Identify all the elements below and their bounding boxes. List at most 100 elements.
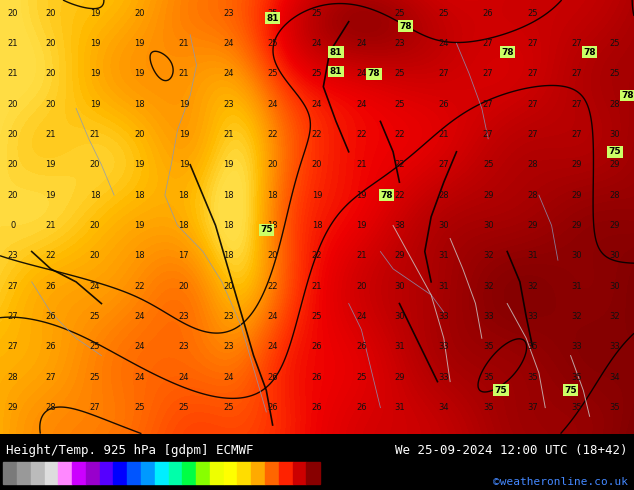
Text: 24: 24 [90, 282, 100, 291]
Text: 33: 33 [527, 312, 538, 321]
Text: 26: 26 [268, 403, 278, 412]
Text: 25: 25 [312, 8, 322, 18]
Text: 25: 25 [394, 8, 404, 18]
Text: 20: 20 [8, 160, 18, 169]
Text: 27: 27 [439, 160, 449, 169]
Text: 28: 28 [8, 373, 18, 382]
Text: 25: 25 [179, 403, 189, 412]
Text: 0: 0 [10, 221, 15, 230]
Text: 29: 29 [527, 221, 538, 230]
Text: 21: 21 [179, 39, 189, 48]
Text: 28: 28 [46, 403, 56, 412]
Text: 22: 22 [46, 251, 56, 260]
Text: 24: 24 [312, 39, 322, 48]
Text: 26: 26 [483, 8, 493, 18]
Text: 25: 25 [90, 312, 100, 321]
Bar [44, 462, 58, 484]
Text: 27: 27 [527, 69, 538, 78]
Text: 27: 27 [527, 39, 538, 48]
Text: 26: 26 [312, 373, 322, 382]
Text: 31: 31 [527, 251, 538, 260]
Text: 34: 34 [439, 403, 449, 412]
Bar [30, 462, 44, 484]
Text: 24: 24 [134, 373, 145, 382]
Text: 25: 25 [312, 69, 322, 78]
Text: 19: 19 [312, 191, 322, 199]
Text: 18: 18 [90, 191, 100, 199]
Text: 21: 21 [46, 221, 56, 230]
Text: 25: 25 [223, 403, 233, 412]
Text: 28: 28 [527, 191, 538, 199]
Text: 25: 25 [483, 160, 493, 169]
Bar [279, 462, 293, 484]
Text: 28: 28 [610, 191, 620, 199]
Text: 20: 20 [8, 8, 18, 18]
Text: 24: 24 [268, 312, 278, 321]
Text: 33: 33 [439, 373, 449, 382]
Text: 20: 20 [223, 282, 233, 291]
Text: 78: 78 [621, 91, 634, 100]
Text: 20: 20 [268, 251, 278, 260]
Bar [141, 462, 155, 484]
Text: 33: 33 [483, 312, 493, 321]
Text: 26: 26 [268, 373, 278, 382]
Text: 35: 35 [572, 403, 582, 412]
Text: Height/Temp. 925 hPa [gdpm] ECMWF: Height/Temp. 925 hPa [gdpm] ECMWF [6, 444, 254, 457]
Text: 21: 21 [46, 130, 56, 139]
Text: 29: 29 [483, 191, 493, 199]
Text: 18: 18 [312, 221, 322, 230]
Text: 20: 20 [268, 160, 278, 169]
Text: 29: 29 [610, 221, 620, 230]
Text: 19: 19 [356, 191, 366, 199]
Text: 30: 30 [394, 312, 404, 321]
Text: 35: 35 [483, 403, 493, 412]
Text: 27: 27 [527, 99, 538, 109]
Text: 32: 32 [483, 282, 493, 291]
Text: 25: 25 [268, 69, 278, 78]
Text: 29: 29 [572, 160, 582, 169]
Text: 20: 20 [134, 8, 145, 18]
Text: 35: 35 [483, 343, 493, 351]
Text: 21: 21 [312, 282, 322, 291]
Text: 38: 38 [394, 221, 404, 230]
Text: 19: 19 [90, 99, 100, 109]
Text: 21: 21 [8, 39, 18, 48]
Text: 18: 18 [179, 221, 189, 230]
Bar [58, 462, 72, 484]
Text: 19: 19 [179, 99, 189, 109]
Text: 25: 25 [610, 69, 620, 78]
Text: 33: 33 [439, 343, 449, 351]
Text: 20: 20 [46, 99, 56, 109]
Text: 19: 19 [90, 39, 100, 48]
Text: 22: 22 [268, 282, 278, 291]
Text: 23: 23 [8, 251, 18, 260]
Text: 24: 24 [356, 99, 366, 109]
Text: 24: 24 [134, 312, 145, 321]
Text: 22: 22 [312, 251, 322, 260]
Bar [72, 462, 86, 484]
Text: 27: 27 [483, 99, 493, 109]
Text: 18: 18 [134, 251, 145, 260]
Text: 81: 81 [330, 48, 342, 56]
Text: 75: 75 [260, 225, 273, 234]
Bar [293, 462, 306, 484]
Text: 23: 23 [223, 8, 233, 18]
Text: 20: 20 [8, 130, 18, 139]
Text: 18: 18 [134, 99, 145, 109]
Text: 30: 30 [572, 251, 582, 260]
Text: 25: 25 [268, 39, 278, 48]
Text: 78: 78 [368, 69, 380, 78]
Text: 20: 20 [356, 282, 366, 291]
Text: 21: 21 [90, 130, 100, 139]
Text: 23: 23 [223, 312, 233, 321]
Text: 81: 81 [266, 14, 279, 23]
Text: 24: 24 [312, 99, 322, 109]
Text: 24: 24 [356, 39, 366, 48]
Text: 27: 27 [8, 282, 18, 291]
Text: 27: 27 [483, 130, 493, 139]
Text: 35: 35 [572, 373, 582, 382]
Text: 18: 18 [223, 221, 233, 230]
Bar [17, 462, 30, 484]
Text: 78: 78 [380, 191, 393, 199]
Text: 78: 78 [501, 48, 514, 56]
